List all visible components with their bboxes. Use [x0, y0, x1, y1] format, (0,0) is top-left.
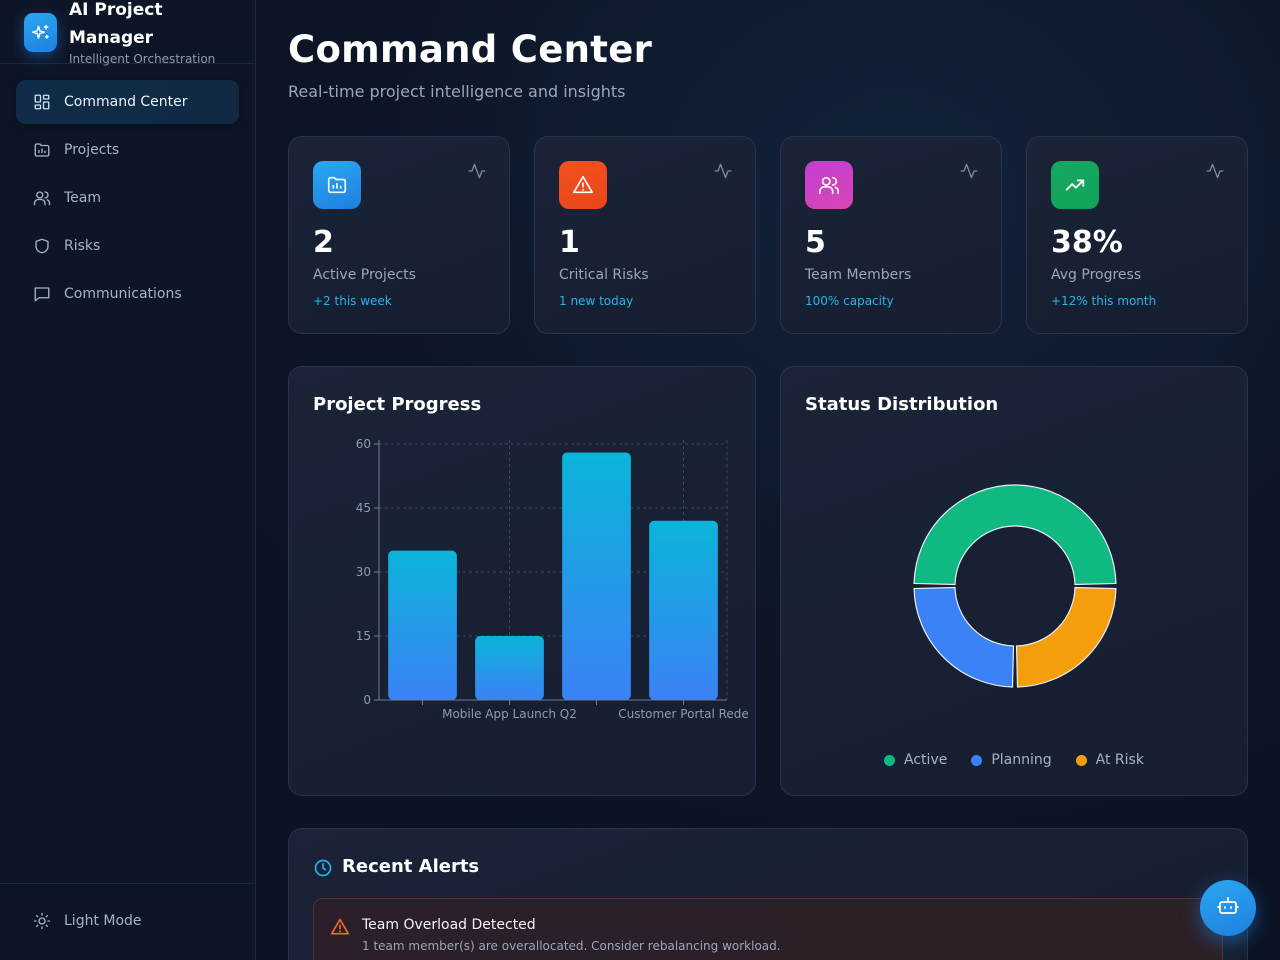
alert-item[interactable]: Team Overload Detected 1 team member(s) … [313, 898, 1223, 960]
bar [475, 636, 544, 700]
bar-chart: 0 15 30 45 60 Mobile App Launch Q2 Customer Po… [356, 437, 749, 721]
shield-icon [32, 236, 52, 256]
legend-dot [971, 754, 983, 766]
legend-dot [884, 754, 896, 766]
bar [562, 452, 631, 700]
chart-legend: Active Planning At Risk [781, 752, 1247, 768]
sidebar: AI Project Manager Intelligent Orchestra… [0, 0, 256, 960]
bar [388, 550, 457, 700]
users-icon [805, 161, 853, 209]
sparkles-icon [24, 13, 57, 52]
legend-dot [1075, 754, 1087, 766]
legend-label: Active [904, 752, 948, 768]
sidebar-item-label: Command Center [64, 94, 188, 110]
sidebar-item-label: Risks [64, 238, 101, 254]
brand-subtitle: Intelligent Orchestration [69, 52, 216, 66]
light-mode-toggle[interactable]: Light Mode [16, 899, 239, 943]
trending-up-icon [1051, 161, 1099, 209]
alert-description: 1 team member(s) are overallocated. Cons… [362, 939, 781, 953]
activity-icon [467, 161, 487, 185]
y-tick-label: 60 [356, 437, 371, 451]
panel-title: Recent Alerts [342, 856, 480, 877]
y-tick-label: 15 [356, 629, 371, 643]
stat-card-active-projects: 2 Active Projects +2 this week [288, 136, 510, 334]
panel-title: Project Progress [313, 394, 482, 415]
pie-slice [1015, 586, 1117, 688]
bar [649, 520, 718, 700]
panel-title: Status Distribution [805, 394, 999, 415]
legend-label: Planning [991, 752, 1052, 768]
alert-triangle-icon [330, 917, 350, 941]
folder-icon [32, 140, 52, 160]
stat-card-team-members: 5 Team Members 100% capacity [780, 136, 1002, 334]
legend-item-at-risk[interactable]: At Risk [1075, 752, 1144, 768]
stat-label: Active Projects [313, 267, 416, 283]
stat-value: 1 [559, 225, 580, 260]
stat-value: 5 [805, 225, 826, 260]
sidebar-item-projects[interactable]: Projects [16, 128, 239, 172]
grid-icon [32, 92, 52, 112]
light-mode-label: Light Mode [64, 913, 142, 929]
stat-delta: +12% this month [1051, 294, 1157, 308]
alert-title: Team Overload Detected [362, 917, 536, 933]
project-progress-panel: Project Progress 0 15 30 45 60 Mobile App Lau… [288, 366, 756, 796]
stat-label: Team Members [805, 267, 912, 283]
sidebar-nav: Command Center Projects Team [16, 80, 239, 320]
y-tick-label: 45 [356, 501, 371, 515]
alert-triangle-icon [559, 161, 607, 209]
page-subtitle: Real-time project intelligence and insig… [288, 82, 626, 101]
recent-alerts-panel: Recent Alerts Team Overload Detected 1 t… [288, 828, 1248, 960]
legend-item-planning[interactable]: Planning [971, 752, 1052, 768]
sidebar-item-communications[interactable]: Communications [16, 272, 239, 316]
brand-title: AI Project Manager [69, 0, 163, 48]
stat-card-critical-risks: 1 Critical Risks 1 new today [534, 136, 756, 334]
sidebar-item-label: Team [64, 190, 102, 206]
activity-icon [1205, 161, 1225, 185]
x-tick-label: Mobile App Launch Q2 [442, 707, 577, 721]
stat-label: Critical Risks [559, 267, 649, 283]
stat-value: 38% [1051, 225, 1123, 260]
sidebar-item-command-center[interactable]: Command Center [16, 80, 239, 124]
legend-item-active[interactable]: Active [884, 752, 947, 768]
sidebar-item-label: Communications [64, 286, 182, 302]
sidebar-item-team[interactable]: Team [16, 176, 239, 220]
clock-icon [313, 858, 333, 882]
sun-icon [32, 911, 52, 931]
legend-label: At Risk [1095, 752, 1144, 768]
users-icon [32, 188, 52, 208]
folder-chart-icon [313, 161, 361, 209]
page-title: Command Center [288, 28, 653, 71]
sidebar-footer: Light Mode [0, 883, 255, 960]
stat-delta: 1 new today [559, 294, 634, 308]
stat-delta: +2 this week [313, 294, 392, 308]
stat-delta: 100% capacity [805, 294, 894, 308]
y-tick-label: 30 [356, 565, 371, 579]
sidebar-item-risks[interactable]: Risks [16, 224, 239, 268]
donut-chart [913, 484, 1117, 688]
activity-icon [713, 161, 733, 185]
activity-icon [959, 161, 979, 185]
sidebar-item-label: Projects [64, 142, 120, 158]
brand-header: AI Project Manager Intelligent Orchestra… [0, 0, 255, 66]
x-tick-label: Customer Portal Rede [618, 707, 749, 721]
message-icon [32, 284, 52, 304]
pie-slice [913, 586, 1015, 688]
pie-slice [913, 484, 1117, 586]
stat-label: Avg Progress [1051, 267, 1142, 283]
stat-card-avg-progress: 38% Avg Progress +12% this month [1026, 136, 1248, 334]
stat-value: 2 [313, 225, 334, 260]
bot-icon [1216, 894, 1240, 922]
status-distribution-panel: Status Distribution Active Planning At R… [780, 366, 1248, 796]
y-tick-label: 0 [363, 693, 371, 707]
ai-assistant-button[interactable] [1200, 880, 1256, 936]
